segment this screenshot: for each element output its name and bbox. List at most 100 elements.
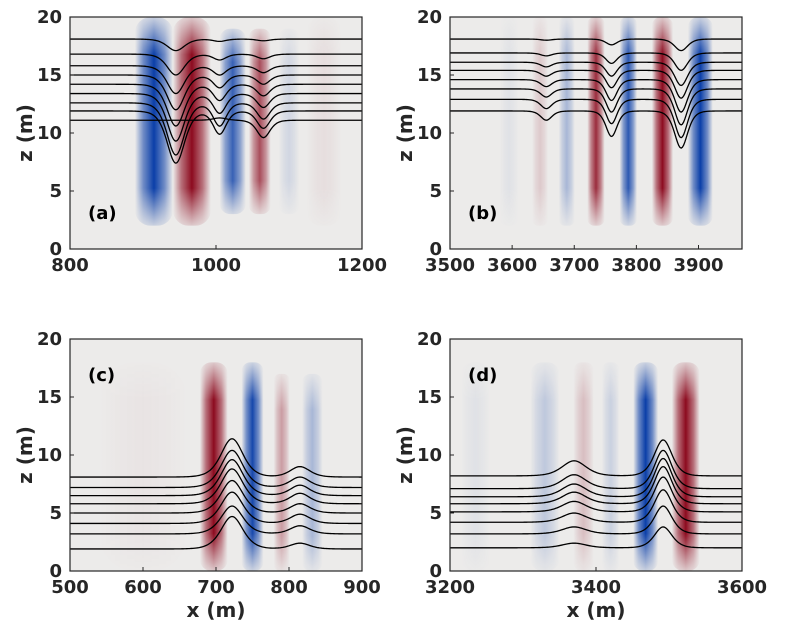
isopycnal-line — [70, 479, 362, 514]
panel-label: (b) — [468, 203, 497, 224]
panel-d: 3200 3400 3600 0 5 10 15 20 z (m) x (m) (d) — [393, 329, 767, 622]
isopycnal-line — [450, 52, 742, 72]
x-tick-label: 900 — [343, 577, 381, 598]
x-tick-label: 3600 — [717, 577, 767, 598]
panel-label: (c) — [88, 365, 115, 386]
y-tick-label: 15 — [37, 65, 62, 86]
y-axis-label: z (m) — [13, 104, 37, 162]
positive-velocity-band — [573, 362, 594, 571]
velocity-field — [460, 362, 700, 571]
positive-velocity-band — [248, 28, 271, 215]
y-tick-label: 10 — [37, 123, 62, 144]
y-tick-label: 0 — [429, 239, 442, 260]
x-tick-label: 3500 — [425, 255, 475, 276]
negative-velocity-band — [219, 28, 246, 215]
y-tick-label: 15 — [417, 387, 442, 408]
y-tick-label: 10 — [417, 445, 442, 466]
positive-velocity-band — [651, 17, 674, 226]
negative-velocity-band — [499, 17, 519, 226]
negative-velocity-band — [460, 362, 491, 571]
y-tick-label: 5 — [429, 181, 442, 202]
isopycnal-line — [450, 457, 742, 498]
isopycnal-line — [70, 515, 362, 550]
velocity-field — [99, 362, 323, 571]
y-tick-label: 5 — [49, 181, 62, 202]
y-axis-label: z (m) — [393, 426, 417, 484]
isopycnal-line — [70, 117, 362, 139]
isopycnal-line — [450, 476, 742, 513]
isopycnal-line — [450, 110, 742, 149]
isopycnal-line — [70, 102, 362, 156]
isopycnal-line — [70, 449, 362, 489]
panel-c: 500 600 700 800 900 0 5 10 15 20 z (m) x (m) (c) — [13, 329, 381, 622]
positive-velocity-band — [99, 362, 187, 571]
isopycnal-line — [450, 69, 742, 99]
velocity-field — [134, 17, 342, 226]
isopycnal-line — [450, 98, 742, 139]
negative-velocity-band — [134, 17, 173, 226]
isopycnal-line — [450, 88, 742, 126]
isopycnal-line — [70, 468, 362, 505]
y-tick-label: 0 — [429, 561, 442, 582]
velocity-field — [499, 17, 713, 226]
isopycnal-line — [70, 83, 362, 127]
isopycnal-line — [450, 61, 742, 87]
x-tick-label: 800 — [51, 255, 89, 276]
x-tick-label: 500 — [51, 577, 89, 598]
panel-label: (a) — [88, 203, 117, 224]
negative-velocity-band — [633, 362, 659, 571]
isopycnal-line — [70, 110, 362, 164]
y-tick-label: 0 — [49, 561, 62, 582]
negative-velocity-band — [241, 362, 264, 571]
negative-velocity-band — [530, 362, 560, 571]
negative-velocity-band — [601, 362, 620, 571]
y-tick-label: 10 — [417, 123, 442, 144]
isopycnal-line — [450, 439, 742, 477]
isopycnals — [70, 38, 362, 164]
x-tick-label: 3900 — [673, 255, 723, 276]
isopycnal-line — [450, 489, 742, 523]
y-tick-label: 20 — [37, 7, 62, 28]
isopycnal-line — [70, 505, 362, 535]
positive-velocity-band — [671, 362, 700, 571]
positive-velocity-band — [172, 17, 211, 226]
positive-velocity-band — [587, 17, 605, 226]
isopycnal-line — [70, 74, 362, 111]
positive-velocity-band — [532, 17, 549, 226]
y-axis-label: z (m) — [13, 426, 37, 484]
negative-velocity-band — [558, 17, 575, 226]
isopycnal-line — [450, 38, 742, 52]
x-tick-label: 3800 — [611, 255, 661, 276]
isopycnal-line — [70, 65, 362, 95]
y-tick-label: 15 — [417, 65, 442, 86]
y-tick-label: 5 — [49, 503, 62, 524]
panel-a: 800 1000 1200 0 5 10 15 20 z (m) (a) — [13, 7, 387, 276]
x-tick-label: 800 — [270, 577, 308, 598]
x-tick-label: 3200 — [425, 577, 475, 598]
isopycnal-line — [450, 526, 742, 549]
x-tick-label: 1000 — [191, 255, 241, 276]
x-tick-label: 700 — [197, 577, 235, 598]
isopycnal-line — [70, 438, 362, 478]
isopycnal-line — [450, 78, 742, 113]
positive-velocity-band — [306, 17, 342, 226]
negative-velocity-band — [687, 17, 713, 226]
isopycnal-line — [70, 491, 362, 525]
x-tick-label: 3700 — [549, 255, 599, 276]
isopycnal-line — [450, 505, 742, 535]
isopycnals — [450, 38, 742, 149]
y-tick-label: 10 — [37, 445, 62, 466]
y-tick-label: 0 — [49, 239, 62, 260]
y-tick-label: 15 — [37, 387, 62, 408]
isopycnals — [70, 438, 362, 550]
x-tick-label: 1200 — [337, 255, 387, 276]
x-tick-label: 600 — [124, 577, 162, 598]
x-tick-label: 3400 — [571, 577, 621, 598]
isopycnal-line — [70, 458, 362, 497]
y-axis-label: z (m) — [393, 104, 417, 162]
isopycnals — [450, 439, 742, 549]
negative-velocity-band — [619, 17, 638, 226]
x-tick-label: 3600 — [487, 255, 537, 276]
y-tick-label: 20 — [417, 329, 442, 350]
